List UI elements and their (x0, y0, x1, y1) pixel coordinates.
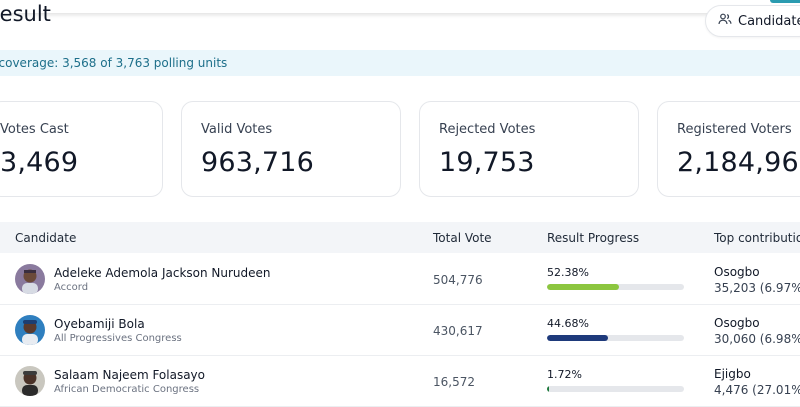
stat-label: Valid Votes (201, 122, 273, 137)
top-contribution-place: Osogbo (714, 316, 760, 330)
stat-label: Votes Cast (0, 122, 69, 137)
result-percent: 52.38% (547, 266, 589, 279)
stat-card-registered-voters: Registered Voters 2,184,964 (657, 101, 800, 197)
candidate-name: Oyebamiji Bola (54, 317, 145, 331)
header-total-vote: Total Vote (433, 231, 492, 245)
coverage-text: t coverage: 3,568 of 3,763 polling units (0, 56, 228, 70)
users-icon (718, 12, 732, 30)
candidates-button[interactable]: Candidates (705, 5, 800, 37)
stat-label: Rejected Votes (439, 122, 536, 137)
stat-value: 3,469 (0, 147, 79, 178)
result-progress-fill (547, 284, 619, 290)
candidates-button-label: Candidates (738, 13, 800, 29)
top-contribution-place: Ejigbo (714, 367, 751, 381)
result-progress-bar (547, 335, 684, 341)
total-vote: 430,617 (433, 324, 483, 338)
stat-value: 2,184,964 (677, 147, 800, 178)
top-bar-accent (770, 0, 800, 3)
top-bar (0, 0, 800, 13)
header-candidate: Candidate (15, 231, 77, 245)
top-contribution-value: 35,203 (6.97%) (714, 281, 800, 295)
result-progress-fill (547, 335, 609, 341)
top-contribution-value: 30,060 (6.98%) (714, 332, 800, 346)
table-row[interactable]: Salaam Najeem Folasayo African Democrati… (0, 356, 800, 407)
stat-value: 19,753 (439, 147, 535, 178)
result-progress-bar (547, 386, 684, 392)
avatar (15, 264, 45, 294)
candidate-party: Accord (54, 282, 89, 293)
stat-card-valid-votes: Valid Votes 963,716 (181, 101, 401, 197)
top-contribution-value: 4,476 (27.01%) (714, 383, 800, 397)
result-progress-bar (547, 284, 684, 290)
page-title: Result (0, 2, 51, 26)
table-header: Candidate Total Vote Result Progress Top… (0, 222, 800, 253)
table-row[interactable]: Oyebamiji Bola All Progressives Congress… (0, 305, 800, 356)
top-contribution-place: Osogbo (714, 265, 760, 279)
header-result-progress: Result Progress (547, 231, 640, 245)
stat-value: 963,716 (201, 147, 315, 178)
candidate-party: All Progressives Congress (54, 333, 182, 344)
candidate-name: Salaam Najeem Folasayo (54, 368, 206, 382)
avatar (15, 366, 45, 396)
table-row[interactable]: Adeleke Ademola Jackson Nurudeen Accord … (0, 254, 800, 305)
stat-card-votes-cast: Votes Cast 3,469 (0, 101, 163, 197)
stat-label: Registered Voters (677, 122, 792, 137)
total-vote: 16,572 (433, 375, 475, 389)
total-vote: 504,776 (433, 273, 483, 287)
result-progress-fill (547, 386, 550, 392)
stat-card-rejected-votes: Rejected Votes 19,753 (419, 101, 639, 197)
header-top-contribution: Top contribution (714, 231, 800, 245)
coverage-banner: t coverage: 3,568 of 3,763 polling units (0, 50, 800, 76)
result-percent: 44.68% (547, 317, 589, 330)
result-percent: 1.72% (547, 368, 582, 381)
candidate-name: Adeleke Ademola Jackson Nurudeen (54, 266, 271, 280)
avatar (15, 315, 45, 345)
candidate-party: African Democratic Congress (54, 384, 200, 395)
